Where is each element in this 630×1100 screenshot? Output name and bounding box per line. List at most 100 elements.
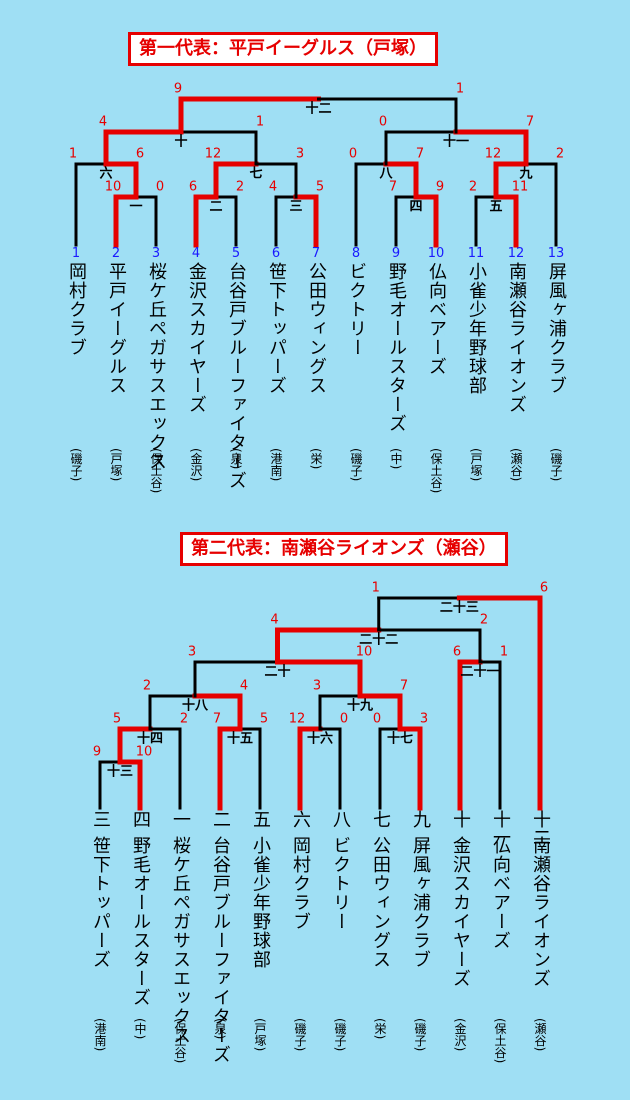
team-name: 笹下トッパーズ	[90, 836, 111, 969]
team-name: 金沢スカイヤーズ	[450, 836, 471, 988]
match-number: 二十	[264, 664, 291, 680]
match-number: 五	[489, 199, 503, 215]
score-right: 11	[511, 179, 529, 195]
team-name: 野毛オールスターズ	[130, 836, 151, 1007]
team-area: (磯子)	[333, 1018, 347, 1052]
team-name: 台谷戸ブルーファイターズ	[210, 836, 231, 1064]
team-area: (瀬谷)	[509, 448, 523, 482]
score-right: 1	[255, 114, 265, 130]
score-left: 2	[142, 678, 152, 694]
match-number: 十九	[346, 698, 374, 714]
team-area: (金沢)	[189, 448, 203, 482]
score-left: 12	[288, 711, 306, 727]
score-right: 2	[235, 179, 245, 195]
score-right: 10	[355, 644, 373, 660]
match-number: 二	[209, 199, 223, 215]
bracket-1-title: 第一代表：平戸イーグルス（戸塚）	[128, 32, 438, 66]
match-number: 十三	[106, 764, 134, 780]
score-right: 6	[135, 146, 145, 162]
match-number: 十二	[305, 101, 332, 117]
team-area: (磯子)	[69, 448, 83, 482]
score-left: 12	[204, 146, 222, 162]
team-match-mark: 八	[330, 810, 351, 828]
match-number: 二十三	[439, 600, 479, 616]
team-name: 桜ケ丘ペガサスエックス	[170, 836, 191, 1045]
score-right: 2	[179, 711, 189, 727]
score-left: 3	[312, 678, 322, 694]
team-seed: 12	[507, 246, 525, 261]
score-left: 6	[452, 644, 462, 660]
team-match-mark: 一	[170, 810, 191, 828]
score-right: 4	[239, 678, 249, 694]
score-right: 3	[419, 711, 429, 727]
team-match-mark: 二	[210, 810, 231, 828]
score-left: 4	[268, 179, 278, 195]
match-number: 十六	[306, 731, 334, 747]
team-area: (戸塚)	[253, 1018, 267, 1052]
team-match-mark: 三	[90, 810, 111, 828]
score-right: 3	[295, 146, 305, 162]
team-area: (中)	[133, 1018, 147, 1040]
score-right: 2	[479, 612, 489, 628]
team-name: 金沢スカイヤーズ	[186, 262, 207, 414]
team-name: 桜ケ丘ペガサスエックス	[146, 262, 167, 471]
team-seed: 7	[311, 246, 321, 261]
team-match-mark: 六	[290, 810, 311, 828]
team-match-mark: 九	[410, 810, 431, 828]
team-area: (戸塚)	[109, 448, 123, 482]
team-area: (戸塚)	[469, 448, 483, 482]
team-match-mark: 五	[250, 810, 271, 828]
team-area: (瀬谷)	[533, 1018, 547, 1052]
score-left: 7	[212, 711, 222, 727]
match-number: 二十一	[460, 664, 500, 680]
score-right: 5	[259, 711, 269, 727]
score-left: 0	[378, 114, 388, 130]
match-number: 十七	[386, 731, 414, 747]
team-area: (栄)	[309, 448, 323, 470]
team-seed: 10	[427, 246, 445, 261]
team-area: (泉)	[213, 1018, 227, 1040]
team-seed: 1	[71, 246, 81, 261]
team-area: (磯子)	[549, 448, 563, 482]
match-number: 十	[174, 134, 188, 150]
score-left: 5	[112, 711, 122, 727]
score-left: 1	[371, 580, 380, 596]
team-name: 岡村クラブ	[290, 836, 311, 931]
team-name: ビクトリー	[330, 836, 351, 931]
match-number: 十八	[181, 698, 209, 714]
team-seed: 11	[467, 246, 485, 261]
score-left: 9	[173, 81, 183, 97]
score-right: 0	[339, 711, 349, 727]
team-area: (磯子)	[349, 448, 363, 482]
score-left: 7	[388, 179, 398, 195]
team-name: 屏風ヶ浦クラブ	[546, 262, 567, 395]
score-right: 10	[135, 744, 153, 760]
team-area: (港南)	[269, 448, 283, 482]
score-right: 1	[455, 81, 465, 97]
team-name: 公田ウィングス	[306, 262, 327, 395]
score-left: 0	[372, 711, 382, 727]
score-right: 2	[555, 146, 565, 162]
team-match-mark: 四	[130, 810, 151, 828]
match-number: 十一	[442, 134, 470, 150]
team-area: (港南)	[93, 1018, 107, 1052]
team-name: ビクトリー	[346, 262, 367, 357]
team-area: (保土谷)	[429, 448, 443, 494]
team-seed: 13	[547, 246, 565, 261]
score-right: 5	[315, 179, 325, 195]
team-name: 屏風ヶ浦クラブ	[410, 836, 431, 969]
score-right: 7	[525, 114, 535, 130]
team-seed: 2	[111, 246, 121, 261]
team-area: (金沢)	[453, 1018, 467, 1052]
team-match-mark: 十一	[490, 810, 511, 846]
score-left: 6	[188, 179, 198, 195]
team-name: 野毛オールスターズ	[386, 262, 407, 433]
bracket-2-title: 第二代表：南瀬谷ライオンズ（瀬谷）	[180, 532, 508, 566]
team-seed: 5	[231, 246, 241, 261]
team-name: 小雀少年野球部	[466, 262, 487, 395]
team-name: 南瀬谷ライオンズ	[530, 836, 551, 988]
team-match-mark: 十	[450, 810, 471, 828]
team-area: (保土谷)	[149, 448, 163, 494]
